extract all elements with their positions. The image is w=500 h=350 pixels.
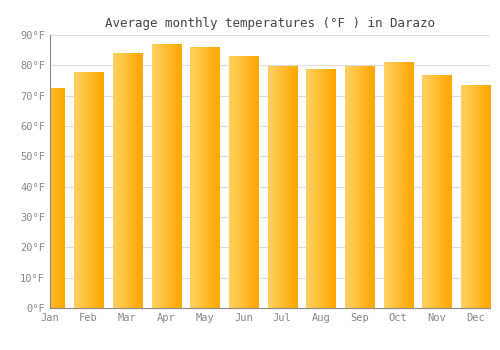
- Title: Average monthly temperatures (°F ) in Darazo: Average monthly temperatures (°F ) in Da…: [105, 17, 435, 30]
